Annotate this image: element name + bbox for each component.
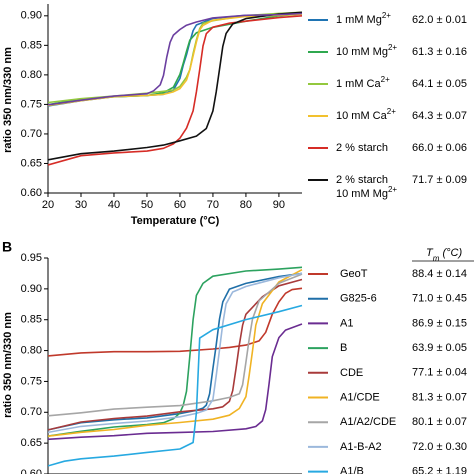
x-tick-label: 40 [108, 199, 120, 211]
series-line [48, 272, 303, 434]
y-tick-label: 0.80 [21, 69, 42, 81]
y-tick-label: 0.70 [21, 406, 42, 418]
y-tick-label: 0.65 [21, 157, 42, 169]
y-tick-label: 0.65 [21, 437, 42, 449]
series-line [48, 13, 303, 107]
legend-label: A1-B-A2 [340, 441, 382, 453]
legend-label: A1/A2/CDE [340, 416, 396, 428]
series-line [48, 15, 303, 166]
legend-label: 1 mM Ca2+ [336, 75, 390, 90]
x-tick-label: 90 [273, 199, 285, 211]
y-tick-label: 0.70 [21, 128, 42, 140]
panel-label: B [2, 239, 12, 255]
legend-label: 10 mM Mg2+ [336, 43, 397, 58]
legend-label: 10 mM Ca2+ [336, 107, 396, 122]
series-line [48, 11, 303, 104]
tm-value: 81.3 ± 0.07 [412, 391, 467, 403]
tm-value: 63.9 ± 0.05 [412, 342, 467, 354]
tm-value: 66.0 ± 0.06 [412, 142, 467, 154]
x-tick-label: 70 [207, 199, 219, 211]
series-line [48, 268, 303, 437]
y-tick-label: 0.85 [21, 39, 42, 51]
tm-value: 64.1 ± 0.05 [412, 78, 467, 90]
legend-label: B [340, 342, 347, 354]
legend-label: 2 % starch [336, 142, 388, 154]
legend-label: G825-6 [340, 293, 377, 305]
y-tick-label: 0.60 [21, 468, 42, 474]
x-axis-label: Temperature (°C) [131, 215, 220, 227]
x-tick-label: 60 [174, 199, 186, 211]
series-line [48, 273, 303, 417]
y-axis-label: ratio 350 nm/330 nm [2, 312, 14, 418]
x-tick-label: 20 [42, 199, 54, 211]
y-tick-label: 0.85 [21, 314, 42, 326]
x-tick-label: 30 [75, 199, 87, 211]
chart-panel-0: 0.60 0.65 0.70 0.75 0.80 0.85 0.90 20 30 40 50 60 70… [2, 4, 467, 227]
y-axis-label: ratio 350 nm/330 nm [2, 47, 14, 153]
value-column-header: Tm (°C) [426, 247, 462, 263]
x-tick-label: 80 [240, 199, 252, 211]
y-tick-label: 0.95 [21, 252, 42, 264]
legend-label: CDE [340, 367, 363, 379]
legend-label: 2 % starch [336, 174, 388, 186]
tm-value: 71.7 ± 0.09 [412, 174, 467, 186]
series-line [48, 304, 303, 467]
series-line [48, 272, 303, 431]
chart-panel-1: B 0.60 0.65 0.70 0.75 0.80 0.85 0.90 0.95 ratio 3… [2, 239, 474, 474]
tm-value: 61.3 ± 0.16 [412, 46, 467, 58]
series-line [48, 323, 303, 441]
series-line [48, 12, 303, 107]
series-line [48, 287, 303, 357]
tm-value: 88.4 ± 0.14 [412, 268, 467, 280]
y-tick-label: 0.75 [21, 375, 42, 387]
series-line [48, 12, 303, 106]
legend-label: GeoT [340, 268, 368, 280]
series-line [48, 11, 303, 161]
y-tick-label: 0.90 [21, 10, 42, 22]
legend-label: A1/B [340, 466, 364, 474]
legend-label: A1/CDE [340, 391, 380, 403]
tm-value: 65.2 ± 1.19 [412, 466, 467, 474]
tm-value: 86.9 ± 0.15 [412, 317, 467, 329]
tm-value: 64.3 ± 0.07 [412, 110, 467, 122]
legend-label: 10 mM Mg2+ [336, 185, 397, 200]
y-tick-label: 0.90 [21, 283, 42, 295]
series-line [48, 266, 303, 437]
tm-value: 71.0 ± 0.45 [412, 293, 467, 305]
y-tick-label: 0.75 [21, 98, 42, 110]
tm-value: 80.1 ± 0.07 [412, 416, 467, 428]
tm-value: 62.0 ± 0.01 [412, 14, 467, 26]
y-tick-label: 0.80 [21, 344, 42, 356]
y-tick-label: 0.60 [21, 187, 42, 199]
legend-label: A1 [340, 317, 353, 329]
x-tick-label: 50 [141, 199, 153, 211]
legend-label: 1 mM Mg2+ [336, 11, 391, 26]
tm-value: 72.0 ± 0.30 [412, 441, 467, 453]
tm-value: 77.1 ± 0.04 [412, 367, 467, 379]
